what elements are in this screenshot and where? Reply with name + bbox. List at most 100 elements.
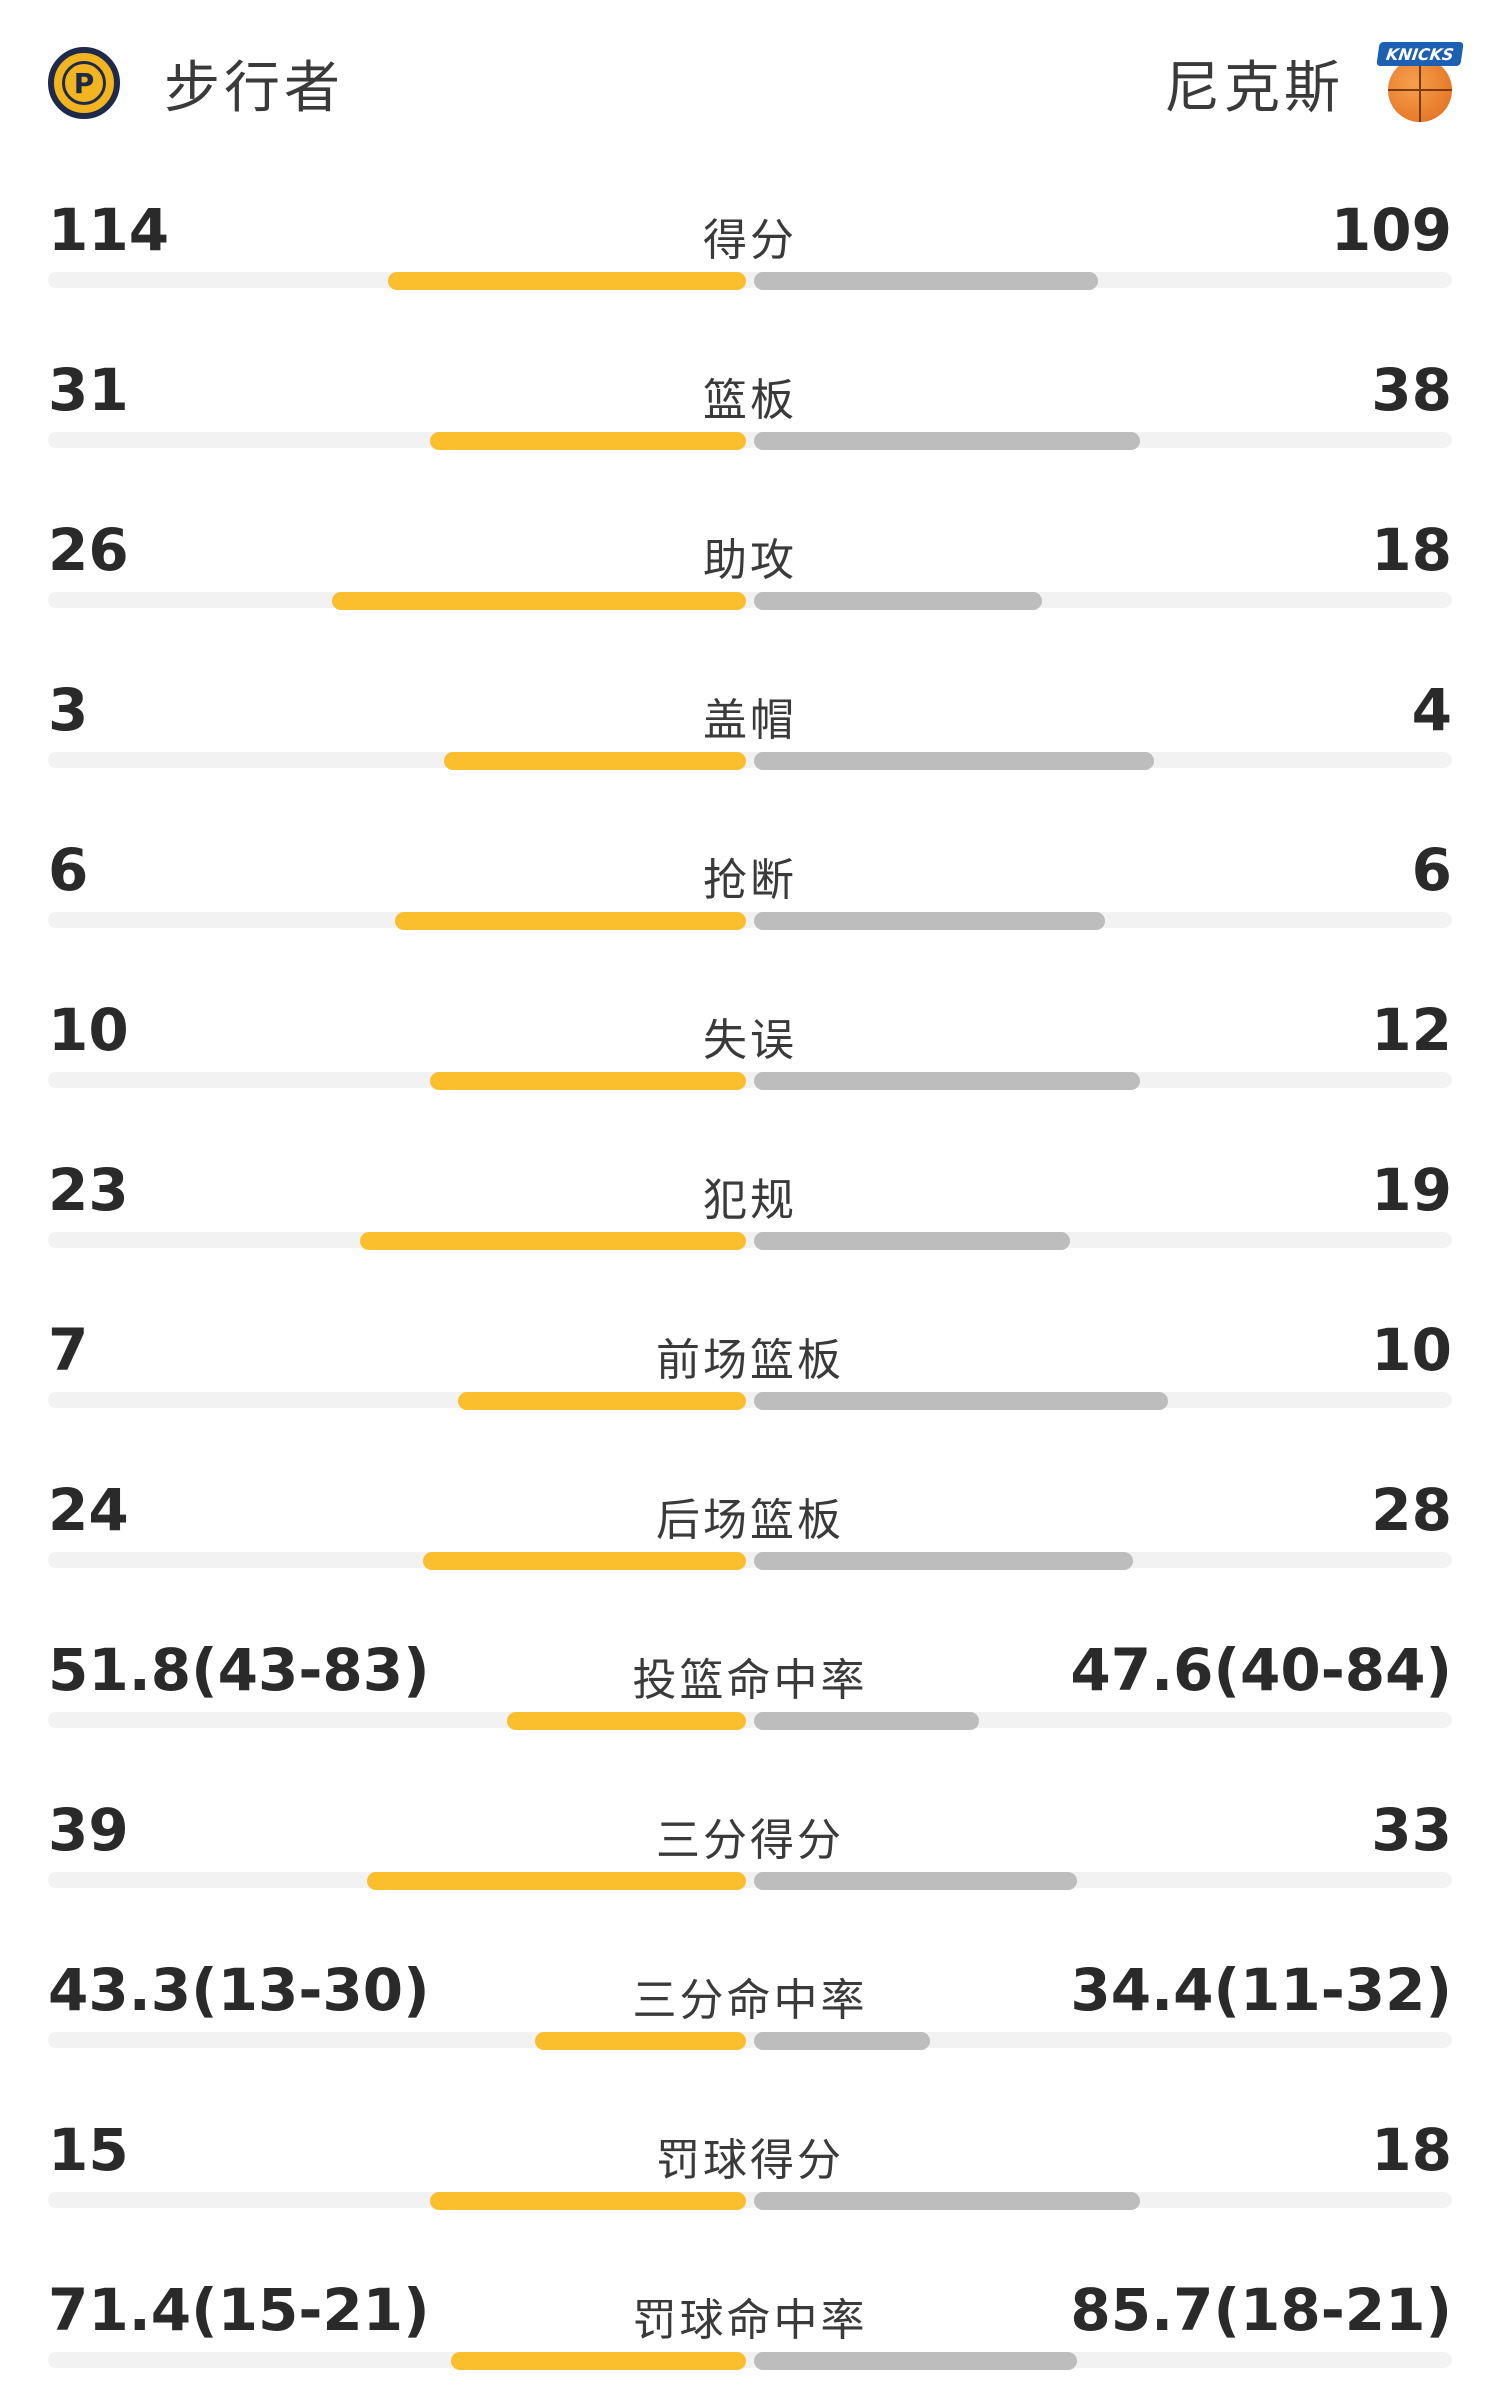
away-stat-bar bbox=[754, 1232, 1070, 1250]
stat-track bbox=[48, 1392, 1452, 1408]
stat-label: 失误 bbox=[703, 1015, 797, 1066]
stat-row: 71.4(15-21) 罚球命中率 85.7(18-21) bbox=[0, 2240, 1500, 2400]
stat-row: 10 失误 12 bbox=[0, 960, 1500, 1120]
stat-row: 51.8(43-83) 投篮命中率 47.6(40-84) bbox=[0, 1600, 1500, 1760]
away-stat-value: 47.6(40-84) bbox=[1070, 1636, 1452, 1704]
away-stat-value: 12 bbox=[1371, 996, 1452, 1064]
away-stat-value: 28 bbox=[1371, 1476, 1452, 1544]
home-stat-bar bbox=[430, 432, 746, 450]
stat-track bbox=[48, 1872, 1452, 1888]
home-stat-bar bbox=[535, 2032, 746, 2050]
away-stat-bar bbox=[754, 1072, 1140, 1090]
home-stat-value: 6 bbox=[48, 836, 89, 904]
stat-label: 罚球命中率 bbox=[632, 2295, 868, 2346]
away-stat-bar bbox=[754, 2352, 1077, 2370]
stat-label: 抢断 bbox=[703, 855, 797, 906]
stat-track bbox=[48, 432, 1452, 448]
away-team[interactable]: 尼克斯 KNICKS bbox=[1164, 28, 1464, 138]
stat-label: 犯规 bbox=[703, 1175, 797, 1226]
home-stat-value: 10 bbox=[48, 996, 129, 1064]
away-stat-value: 19 bbox=[1371, 1156, 1452, 1224]
stat-row: 26 助攻 18 bbox=[0, 480, 1500, 640]
home-stat-bar bbox=[458, 1392, 746, 1410]
stat-label: 盖帽 bbox=[703, 695, 797, 746]
home-stat-value: 51.8(43-83) bbox=[48, 1636, 430, 1704]
stat-row: 24 后场篮板 28 bbox=[0, 1440, 1500, 1600]
stat-track bbox=[48, 2192, 1452, 2208]
stat-track bbox=[48, 592, 1452, 608]
stat-label: 助攻 bbox=[703, 535, 797, 586]
stat-track bbox=[48, 912, 1452, 928]
stat-label: 投篮命中率 bbox=[632, 1655, 868, 1706]
home-stat-value: 114 bbox=[48, 196, 170, 264]
header: P 步行者 尼克斯 KNICKS bbox=[0, 0, 1500, 160]
home-stat-bar bbox=[388, 272, 746, 290]
stat-label: 篮板 bbox=[703, 375, 797, 426]
home-stat-bar bbox=[430, 2192, 746, 2210]
pacers-logo-icon: P bbox=[48, 47, 120, 119]
home-stat-bar bbox=[444, 752, 746, 770]
stat-track bbox=[48, 1552, 1452, 1568]
away-team-name: 尼克斯 bbox=[1164, 55, 1344, 121]
stat-row: 3 盖帽 4 bbox=[0, 640, 1500, 800]
home-stat-value: 31 bbox=[48, 356, 129, 424]
stat-label: 得分 bbox=[703, 215, 797, 266]
stat-track bbox=[48, 2352, 1452, 2368]
stat-row: 31 篮板 38 bbox=[0, 320, 1500, 480]
away-stat-value: 10 bbox=[1371, 1316, 1452, 1384]
stat-track bbox=[48, 272, 1452, 288]
home-stat-value: 26 bbox=[48, 516, 129, 584]
away-stat-bar bbox=[754, 752, 1154, 770]
away-stat-bar bbox=[754, 2032, 930, 2050]
home-stat-bar bbox=[367, 1872, 746, 1890]
away-stat-bar bbox=[754, 432, 1140, 450]
stat-row: 114 得分 109 bbox=[0, 160, 1500, 320]
stats-list: 114 得分 109 31 篮板 38 26 助攻 18 3 盖帽 4 6 抢断 6 10 失误 12 23 犯规 19… bbox=[0, 160, 1500, 2400]
away-stat-value: 109 bbox=[1330, 196, 1452, 264]
stat-row: 7 前场篮板 10 bbox=[0, 1280, 1500, 1440]
home-stat-value: 71.4(15-21) bbox=[48, 2276, 430, 2344]
home-stat-bar bbox=[507, 1712, 746, 1730]
away-stat-value: 18 bbox=[1371, 2116, 1452, 2184]
away-stat-bar bbox=[754, 592, 1042, 610]
home-stat-bar bbox=[395, 912, 746, 930]
home-stat-value: 3 bbox=[48, 676, 89, 744]
home-stat-value: 43.3(13-30) bbox=[48, 1956, 430, 2024]
stat-track bbox=[48, 2032, 1452, 2048]
home-stat-value: 39 bbox=[48, 1796, 129, 1864]
stat-track bbox=[48, 1712, 1452, 1728]
stat-label: 三分命中率 bbox=[632, 1975, 868, 2026]
home-stat-value: 15 bbox=[48, 2116, 129, 2184]
stat-label: 后场篮板 bbox=[656, 1495, 844, 1546]
away-stat-value: 33 bbox=[1371, 1796, 1452, 1864]
away-stat-value: 34.4(11-32) bbox=[1070, 1956, 1452, 2024]
stat-row: 39 三分得分 33 bbox=[0, 1760, 1500, 1920]
away-stat-value: 38 bbox=[1371, 356, 1452, 424]
away-stat-bar bbox=[754, 1392, 1168, 1410]
stat-label: 三分得分 bbox=[656, 1815, 844, 1866]
home-stat-bar bbox=[423, 1552, 746, 1570]
stat-row: 6 抢断 6 bbox=[0, 800, 1500, 960]
away-stat-bar bbox=[754, 1712, 979, 1730]
stat-track bbox=[48, 1232, 1452, 1248]
stat-row: 23 犯规 19 bbox=[0, 1120, 1500, 1280]
stat-label: 前场篮板 bbox=[656, 1335, 844, 1386]
away-stat-bar bbox=[754, 2192, 1140, 2210]
away-stat-bar bbox=[754, 1552, 1133, 1570]
home-stat-bar bbox=[360, 1232, 746, 1250]
home-stat-value: 23 bbox=[48, 1156, 129, 1224]
stat-track bbox=[48, 752, 1452, 768]
away-stat-bar bbox=[754, 272, 1098, 290]
home-team[interactable]: P 步行者 bbox=[48, 28, 344, 138]
stat-row: 43.3(13-30) 三分命中率 34.4(11-32) bbox=[0, 1920, 1500, 2080]
stat-label: 罚球得分 bbox=[656, 2135, 844, 2186]
home-stat-bar bbox=[451, 2352, 746, 2370]
home-team-name: 步行者 bbox=[164, 55, 344, 121]
away-stat-value: 85.7(18-21) bbox=[1070, 2276, 1452, 2344]
away-stat-value: 4 bbox=[1411, 676, 1452, 744]
home-stat-bar bbox=[332, 592, 746, 610]
home-stat-bar bbox=[430, 1072, 746, 1090]
stat-track bbox=[48, 1072, 1452, 1088]
away-stat-value: 18 bbox=[1371, 516, 1452, 584]
stat-row: 15 罚球得分 18 bbox=[0, 2080, 1500, 2240]
